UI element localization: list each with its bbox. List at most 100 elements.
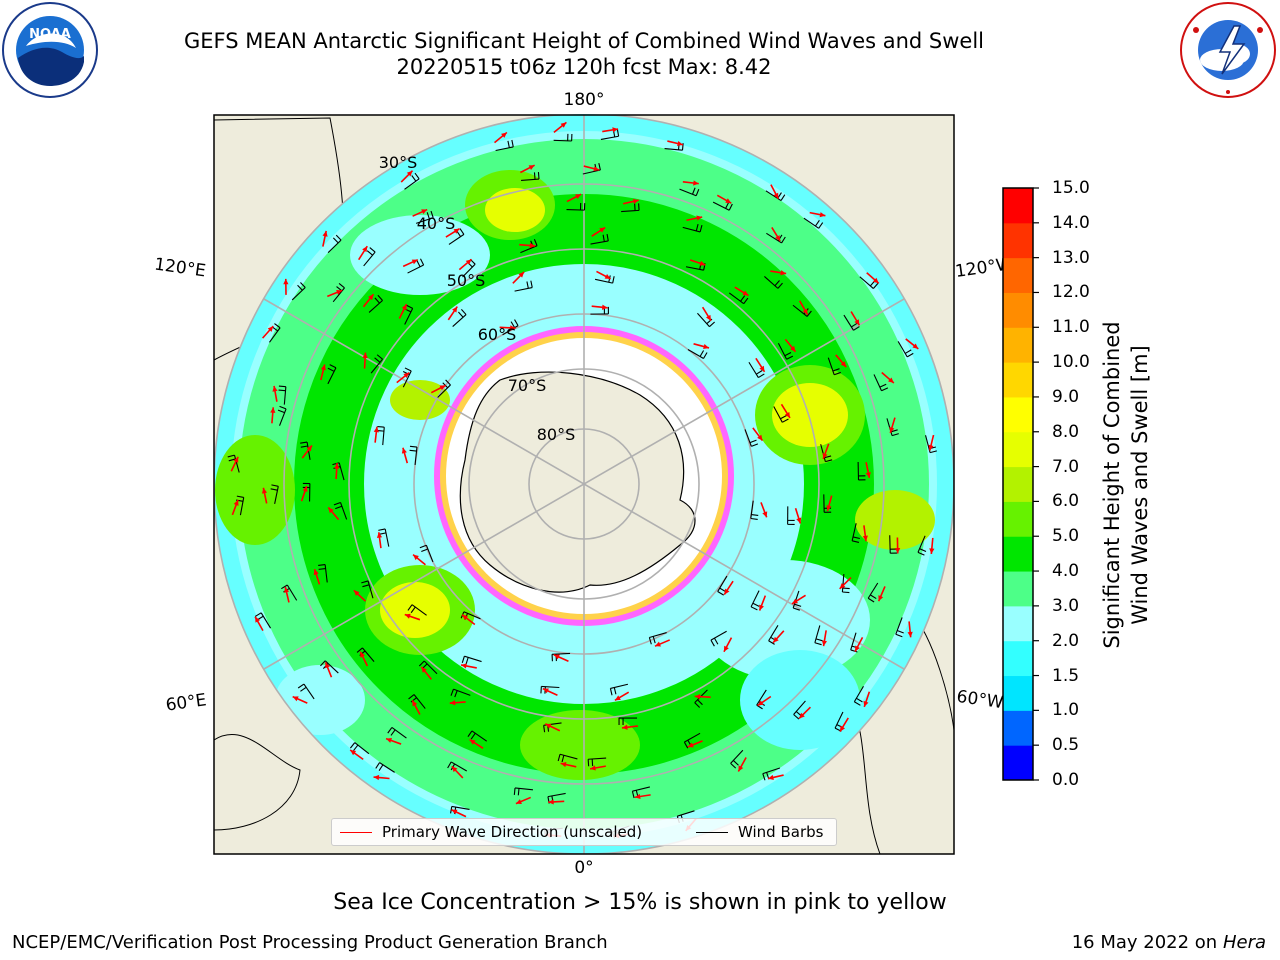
wave-arrow bbox=[881, 371, 895, 384]
wave-arrow bbox=[566, 193, 582, 203]
lon-label-120E: 120°E bbox=[153, 254, 207, 281]
wave-arrow bbox=[889, 417, 896, 434]
wave-arrow bbox=[758, 595, 767, 611]
wave-arrow bbox=[839, 577, 852, 590]
wind-barb bbox=[841, 574, 850, 594]
colorbar-tick-label: 10.0 bbox=[1052, 352, 1090, 373]
wave-arrow bbox=[292, 695, 308, 704]
lon-label-180: 180° bbox=[564, 90, 605, 110]
colorbar-tick-label: 0.5 bbox=[1052, 735, 1080, 756]
wind-barb bbox=[521, 172, 540, 182]
lon-label-60E: 60°E bbox=[165, 690, 208, 715]
wind-barb bbox=[461, 655, 482, 665]
wind-barb bbox=[590, 233, 609, 245]
wave-arrow bbox=[755, 357, 766, 373]
colorbar-tick-label: 9.0 bbox=[1052, 386, 1080, 407]
wave-arrow bbox=[821, 630, 828, 647]
wind-barb bbox=[750, 590, 760, 611]
wave-arrow bbox=[553, 654, 569, 662]
wind-barb bbox=[553, 133, 573, 142]
colorbar-segment bbox=[1003, 222, 1033, 259]
chart-title: GEFS MEAN Antarctic Significant Height o… bbox=[183, 29, 985, 53]
wave-arrow bbox=[376, 532, 383, 549]
wave-arrow bbox=[772, 630, 785, 644]
wave-arrow bbox=[907, 621, 913, 638]
wave-arrow bbox=[362, 293, 375, 308]
credit-date: 16 May 2022 on Hera bbox=[1071, 932, 1266, 953]
wind-barb bbox=[792, 590, 802, 611]
credit-branch: NCEP/EMC/Verification Post Processing Pr… bbox=[12, 932, 608, 953]
wind-barb bbox=[409, 445, 418, 466]
nws-logo-icon bbox=[1180, 2, 1276, 98]
wind-barb bbox=[867, 582, 879, 603]
wave-arrow bbox=[254, 616, 264, 632]
wave-arrow bbox=[667, 140, 684, 147]
wave-arrow bbox=[451, 809, 467, 818]
wave-arrow bbox=[327, 289, 343, 298]
wind-barb bbox=[730, 749, 744, 769]
wave-arrow bbox=[687, 740, 703, 748]
wave-arrow bbox=[583, 165, 600, 172]
wave-arrow bbox=[494, 131, 508, 144]
wave-arrow bbox=[449, 700, 466, 706]
wave-arrow bbox=[262, 325, 274, 339]
wave-arrow bbox=[614, 691, 630, 702]
wave-arrow bbox=[591, 226, 606, 237]
colorbar-segment bbox=[1003, 327, 1033, 363]
colorbar-tick-label: 1.0 bbox=[1052, 700, 1080, 721]
wind-barb bbox=[682, 223, 703, 233]
wind-barb bbox=[513, 787, 533, 796]
colorbar-segment bbox=[1003, 571, 1033, 607]
wave-arrow bbox=[334, 462, 340, 480]
wave-arrow bbox=[400, 170, 414, 183]
wave-arrow bbox=[283, 586, 290, 603]
wave-arrow bbox=[826, 495, 833, 512]
wind-barb bbox=[227, 454, 240, 473]
wave-arrow bbox=[621, 724, 638, 730]
colorbar-segment bbox=[1003, 431, 1033, 468]
chart-subtitle: 20220515 t06z 120h fcst Max: 8.42 bbox=[396, 55, 772, 79]
wave-arrow bbox=[752, 427, 764, 442]
colorbar-label: Significant Height of Combined Wind Wave… bbox=[1098, 285, 1158, 685]
wave-arrow bbox=[850, 311, 861, 326]
wave-arrow bbox=[929, 537, 935, 554]
wave-arrow bbox=[654, 639, 671, 647]
sea-ice-footnote: Sea Ice Concentration > 15% is shown in … bbox=[333, 890, 947, 915]
colorbar-segment bbox=[1003, 257, 1033, 293]
colorbar-tick-label: 3.0 bbox=[1052, 595, 1080, 616]
wave-arrow bbox=[412, 554, 426, 566]
wave-arrow bbox=[458, 258, 473, 271]
wave-arrow bbox=[863, 691, 871, 708]
colorbar-tick-label: 11.0 bbox=[1052, 317, 1090, 338]
wind-barb bbox=[419, 544, 434, 563]
colorbar-tick-label: 5.0 bbox=[1052, 526, 1080, 547]
lat-label-30S: 30°S bbox=[379, 153, 418, 172]
wave-arrow bbox=[445, 227, 460, 238]
wave-arrow bbox=[362, 352, 368, 369]
wind-barb bbox=[748, 361, 765, 379]
wave-arrow bbox=[520, 164, 535, 174]
wind-barb bbox=[750, 500, 759, 520]
wave-arrow bbox=[682, 180, 699, 186]
wave-arrow bbox=[261, 487, 268, 504]
wave-arrow bbox=[794, 507, 802, 524]
wind-barb bbox=[728, 292, 749, 305]
colorbar-segment bbox=[1003, 640, 1033, 677]
wind-barb bbox=[333, 501, 348, 520]
wind-barb bbox=[787, 506, 795, 525]
wave-arrow bbox=[327, 506, 340, 521]
wave-arrow bbox=[373, 774, 390, 781]
colorbar-segment bbox=[1003, 362, 1033, 398]
colorbar-tick-label: 2.0 bbox=[1052, 630, 1080, 651]
wind-barb bbox=[407, 258, 425, 274]
wave-arrow bbox=[822, 443, 830, 460]
wind-barb bbox=[291, 282, 306, 301]
wave-arrow bbox=[451, 765, 464, 779]
wave-arrow bbox=[839, 717, 849, 733]
wave-arrow bbox=[596, 270, 611, 280]
wave-arrow bbox=[877, 586, 886, 602]
wave-arrow bbox=[230, 456, 239, 472]
lon-label-60W: 60°W bbox=[955, 687, 1004, 713]
wave-arrow bbox=[548, 799, 565, 805]
